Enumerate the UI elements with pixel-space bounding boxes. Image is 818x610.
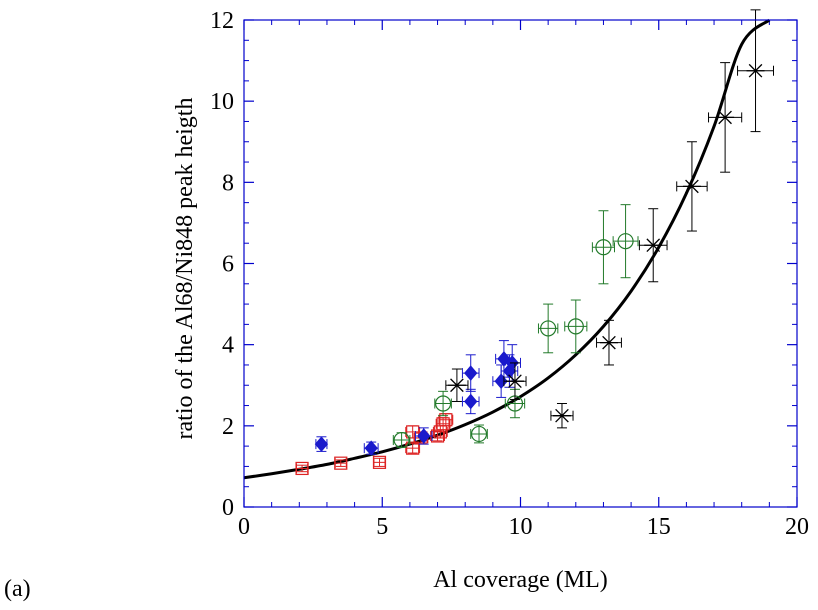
data-point-asterisk: [550, 403, 574, 429]
axis-labels: Al coverage (ML) ratio of the Al68/Ni848…: [172, 98, 608, 593]
x-tick-label: 10: [509, 514, 533, 540]
asterisk-marker: [718, 110, 732, 125]
diamond-marker: [464, 365, 478, 381]
data-point-asterisk: [676, 141, 708, 232]
data-point-diamond: [461, 354, 480, 392]
square-marker: [295, 461, 309, 476]
diamond-marker: [314, 436, 329, 452]
circle-marker: [434, 395, 452, 412]
data-point-circle: [564, 299, 588, 354]
data-point-circle: [392, 431, 411, 449]
plot-frame: [243, 19, 798, 508]
panel-label: (a): [4, 576, 31, 602]
y-tick-label: 6: [222, 252, 234, 278]
asterisk-marker: [646, 238, 661, 253]
x-tick-label: 5: [376, 514, 388, 540]
x-tick-label: 0: [238, 514, 250, 540]
asterisk-marker: [685, 179, 699, 194]
fit-curve: [243, 18, 771, 480]
data-point-asterisk: [445, 368, 469, 402]
x-tick-label: 15: [647, 514, 671, 540]
circle-marker: [540, 320, 557, 337]
data-point-square: [438, 413, 454, 427]
data-point-square: [372, 455, 387, 469]
asterisk-marker: [555, 408, 569, 423]
circle-marker: [470, 425, 488, 443]
data-point-asterisk: [596, 319, 622, 366]
data-point-circle: [537, 303, 559, 354]
data-point-diamond: [414, 427, 433, 445]
y-tick-label: 4: [222, 333, 234, 359]
square-marker: [372, 455, 387, 469]
y-tick-label: 8: [222, 170, 234, 196]
asterisk-marker: [748, 63, 763, 78]
data-points-layer: [295, 9, 774, 476]
square-marker: [406, 441, 420, 455]
data-point-asterisk: [503, 362, 527, 400]
fit-curve-layer: [243, 18, 771, 480]
data-point-circle: [434, 390, 452, 417]
square-marker: [436, 417, 450, 431]
series-circle: [392, 204, 639, 449]
square-marker: [439, 413, 453, 427]
data-point-circle: [470, 424, 488, 444]
y-axis-label: ratio of the Al68/Ni848 peak heigth: [172, 98, 198, 440]
asterisk-marker: [508, 374, 522, 389]
circle-marker: [617, 233, 634, 250]
data-point-square: [405, 441, 421, 455]
data-point-square: [405, 425, 421, 439]
y-tick-label: 12: [210, 8, 234, 34]
x-axis-label: Al coverage (ML): [433, 567, 608, 593]
asterisk-marker: [450, 378, 464, 393]
y-tick-label: 2: [222, 414, 234, 440]
x-tick-label: 20: [785, 514, 809, 540]
data-point-asterisk: [638, 208, 668, 283]
data-point-square: [334, 456, 348, 470]
data-point-diamond: [363, 440, 379, 456]
circle-marker: [595, 239, 612, 256]
data-point-circle: [612, 204, 639, 279]
data-point-asterisk: [737, 9, 774, 133]
data-point-diamond: [314, 436, 329, 452]
asterisk-marker: [602, 335, 616, 350]
data-point-diamond: [461, 388, 480, 415]
y-tick-label: 0: [222, 495, 234, 521]
diamond-marker: [464, 393, 478, 410]
series-asterisk: [445, 9, 774, 429]
square-marker: [334, 456, 348, 470]
y-tick-label: 10: [210, 89, 234, 115]
axis-ticks: 0 5 10 15 20 0 2 4 6 8 10 12: [210, 8, 809, 540]
diamond-marker: [364, 440, 378, 456]
diamond-marker: [417, 428, 431, 444]
data-point-square: [295, 461, 309, 476]
data-point-asterisk: [708, 62, 743, 173]
circle-marker: [393, 431, 410, 449]
data-point-circle: [591, 210, 616, 285]
circle-marker: [567, 318, 584, 335]
